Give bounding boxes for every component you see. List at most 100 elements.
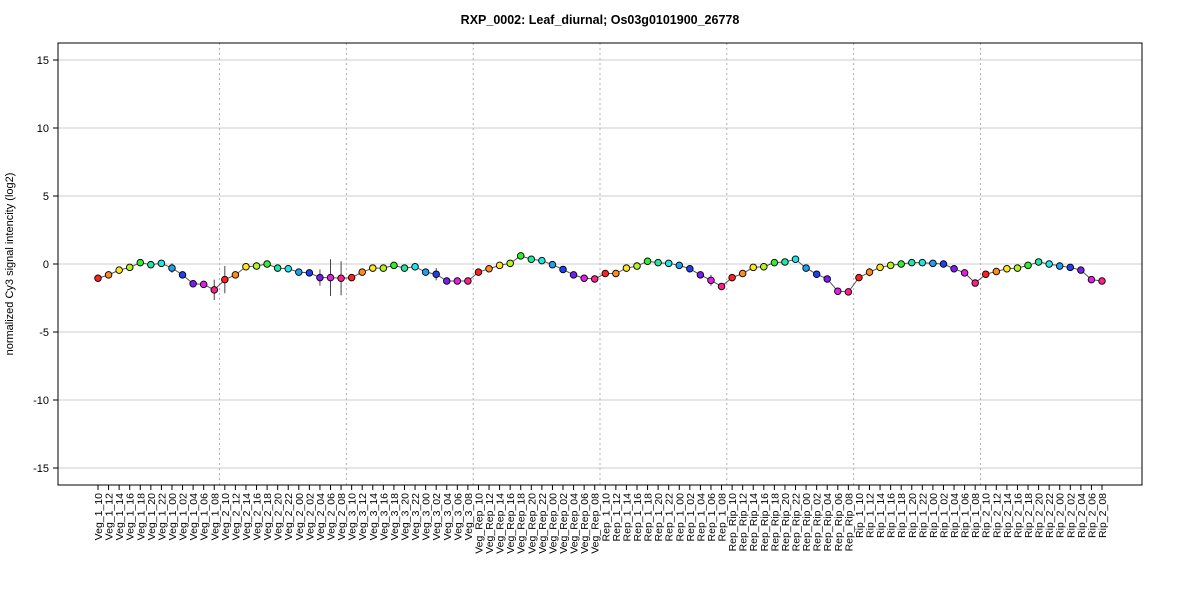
group-separators <box>219 43 981 485</box>
x-tick-label: Veg_3_02 <box>431 493 443 540</box>
data-point <box>728 273 736 282</box>
data-point <box>263 260 271 268</box>
x-tick-label: Rip_2_10 <box>981 493 993 538</box>
x-tick-label: Veg_Rep_20 <box>526 493 538 554</box>
x-tick-label: Veg_3_16 <box>378 493 390 540</box>
x-tick-label: Rep_Rip_02 <box>812 493 824 552</box>
x-tick-label: Rip_1_22 <box>917 493 929 538</box>
data-point <box>199 280 208 289</box>
x-tick-label: Rep_Rip_12 <box>738 493 750 552</box>
x-tick-label: Rep_1_20 <box>653 493 665 542</box>
y-tick-label: -15 <box>33 463 49 475</box>
x-tick-label: Rip_2_16 <box>1012 493 1024 538</box>
data-point <box>125 263 134 272</box>
x-tick-label: Veg_Rep_22 <box>537 493 549 554</box>
x-tick-label: Veg_3_14 <box>368 493 380 540</box>
data-point <box>168 264 176 272</box>
x-tick-label: Veg_Rep_00 <box>547 493 559 554</box>
y-tick-label: 15 <box>37 55 49 67</box>
data-point <box>453 277 462 285</box>
data-point <box>1013 264 1022 272</box>
data-point <box>707 276 715 285</box>
x-tick-label: Veg_1_06 <box>199 493 211 540</box>
data-point <box>559 265 567 274</box>
x-tick-label: Rip_1_20 <box>907 493 919 538</box>
x-tick-label: Rep_1_12 <box>611 493 623 542</box>
data-point <box>929 259 937 268</box>
x-tick-label: Rep_1_16 <box>632 493 644 542</box>
data-point <box>242 262 250 271</box>
x-tick-label: Rip_1_10 <box>854 493 866 538</box>
data-point <box>347 273 356 282</box>
x-tick-label: Rip_2_14 <box>1002 493 1014 538</box>
x-tick-label: Veg_2_10 <box>220 493 232 540</box>
data-point <box>633 262 641 270</box>
x-tick-label: Rip_1_04 <box>949 493 961 538</box>
data-point <box>992 267 1001 276</box>
x-tick-label: Veg_3_22 <box>410 493 422 540</box>
data-point <box>950 265 958 273</box>
x-tick-label: Rep_Rip_18 <box>769 493 781 552</box>
x-tick-label: Veg_3_18 <box>389 493 401 540</box>
data-point <box>643 257 652 266</box>
x-tick-label: Veg_2_12 <box>230 493 242 540</box>
data-point <box>390 261 398 270</box>
data-point <box>802 264 810 272</box>
data-point <box>844 288 853 296</box>
x-tick-label: Rep_1_06 <box>706 493 718 542</box>
data-point <box>421 268 430 276</box>
x-tick-label: Veg_2_06 <box>326 493 338 540</box>
data-point <box>664 259 673 268</box>
x-tick-label: Rip_1_12 <box>864 493 876 538</box>
data-point <box>136 258 145 267</box>
data-point <box>400 264 409 272</box>
data-point <box>284 265 292 273</box>
x-tick-label: Rep_Rip_04 <box>822 493 834 552</box>
x-tick-label: Rep_1_18 <box>643 493 655 542</box>
x-tick-label: Rep_1_00 <box>674 493 686 542</box>
data-point <box>908 258 916 267</box>
data-points <box>94 252 1106 296</box>
data-point <box>865 268 874 276</box>
x-tick-label: Veg_1_02 <box>178 493 190 540</box>
data-point <box>1003 265 1011 273</box>
x-tick-label: Veg_3_06 <box>452 493 464 540</box>
x-tick-label: Rip_1_02 <box>938 493 950 538</box>
data-point <box>1024 261 1032 270</box>
data-point <box>157 259 166 268</box>
data-point <box>221 275 229 284</box>
x-tick-label: Veg_Rep_10 <box>473 493 485 554</box>
y-axis-label: normalized Cy3 signal intencity (log2) <box>4 172 16 356</box>
x-tick-label: Rep_1_04 <box>695 493 707 542</box>
x-tick-label: Veg_3_10 <box>347 493 359 540</box>
x-tick-label: Rip_1_16 <box>886 493 898 538</box>
x-tick-label: Veg_1_00 <box>167 493 179 540</box>
data-point <box>569 271 578 279</box>
data-point <box>686 265 694 273</box>
data-point <box>516 252 525 260</box>
y-axis: -15 -10 -5 0 5 10 15 <box>33 55 58 475</box>
data-point <box>622 264 631 272</box>
x-tick-label: Rip_2_04 <box>1076 493 1088 538</box>
x-tick-label: Rep_1_10 <box>600 493 612 542</box>
x-tick-label: Veg_1_12 <box>104 493 116 540</box>
data-point <box>791 255 800 263</box>
chart-title: RXP_0002: Leaf_diurnal; Os03g0101900_267… <box>460 13 740 27</box>
data-point <box>527 255 536 263</box>
y-tick-label: 10 <box>37 123 49 135</box>
x-tick-label: Veg_Rep_12 <box>484 493 496 554</box>
data-point <box>580 274 588 283</box>
y-tick-label: -5 <box>39 327 49 339</box>
x-tick-label: Rep_Rip_00 <box>801 493 813 552</box>
data-point <box>1066 263 1075 272</box>
data-point <box>210 286 219 294</box>
x-tick-label: Veg_3_00 <box>421 493 433 540</box>
x-tick-label: Rip_2_00 <box>1055 493 1067 538</box>
data-point <box>1045 260 1053 268</box>
data-point <box>981 270 990 278</box>
x-tick-label: Veg_2_20 <box>273 493 285 540</box>
data-point <box>337 274 345 283</box>
data-point <box>781 258 789 266</box>
data-point <box>717 282 726 291</box>
